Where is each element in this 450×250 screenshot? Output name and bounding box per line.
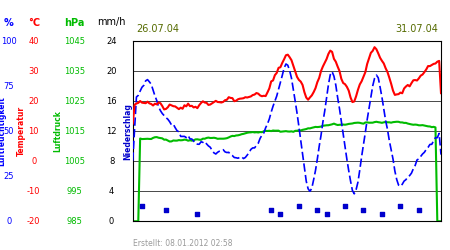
Point: [323, 212, 330, 216]
Point: [194, 212, 201, 216]
Text: 1025: 1025: [64, 97, 85, 106]
Text: 1015: 1015: [64, 127, 85, 136]
Text: Luftfeuchtigkeit: Luftfeuchtigkeit: [0, 96, 6, 166]
Point: [139, 204, 146, 208]
Text: 12: 12: [106, 127, 117, 136]
Text: Niederschlag: Niederschlag: [123, 103, 132, 160]
Text: 1005: 1005: [64, 157, 85, 166]
Point: [314, 208, 321, 212]
Text: 30: 30: [28, 67, 39, 76]
Text: 100: 100: [1, 37, 17, 46]
Point: [277, 212, 284, 216]
Text: 75: 75: [4, 82, 14, 91]
Point: [295, 204, 302, 208]
Text: 0: 0: [109, 217, 114, 226]
Point: [342, 204, 349, 208]
Text: 31.07.04: 31.07.04: [395, 24, 438, 34]
Text: 0: 0: [6, 217, 12, 226]
Text: -10: -10: [27, 187, 40, 196]
Text: 995: 995: [67, 187, 82, 196]
Text: Temperatur: Temperatur: [17, 106, 26, 156]
Text: hPa: hPa: [64, 18, 85, 28]
Text: 20: 20: [106, 67, 117, 76]
Text: 4: 4: [109, 187, 114, 196]
Point: [415, 208, 423, 212]
Text: 24: 24: [106, 37, 117, 46]
Point: [268, 208, 275, 212]
Text: 25: 25: [4, 172, 14, 181]
Text: 1045: 1045: [64, 37, 85, 46]
Text: Luftdruck: Luftdruck: [53, 110, 62, 152]
Text: 40: 40: [28, 37, 39, 46]
Text: -20: -20: [27, 217, 40, 226]
Text: 10: 10: [28, 127, 39, 136]
Text: 16: 16: [106, 97, 117, 106]
Text: 8: 8: [109, 157, 114, 166]
Text: 1035: 1035: [64, 67, 85, 76]
Text: 985: 985: [66, 217, 82, 226]
Text: 0: 0: [31, 157, 36, 166]
Text: °C: °C: [28, 18, 40, 28]
Point: [397, 204, 404, 208]
Text: mm/h: mm/h: [97, 18, 126, 28]
Point: [162, 208, 170, 212]
Text: %: %: [4, 18, 14, 28]
Text: Erstellt: 08.01.2012 02:58: Erstellt: 08.01.2012 02:58: [133, 238, 232, 248]
Text: 20: 20: [28, 97, 39, 106]
Point: [360, 208, 367, 212]
Point: [378, 212, 386, 216]
Text: 26.07.04: 26.07.04: [136, 24, 179, 34]
Text: 50: 50: [4, 127, 14, 136]
